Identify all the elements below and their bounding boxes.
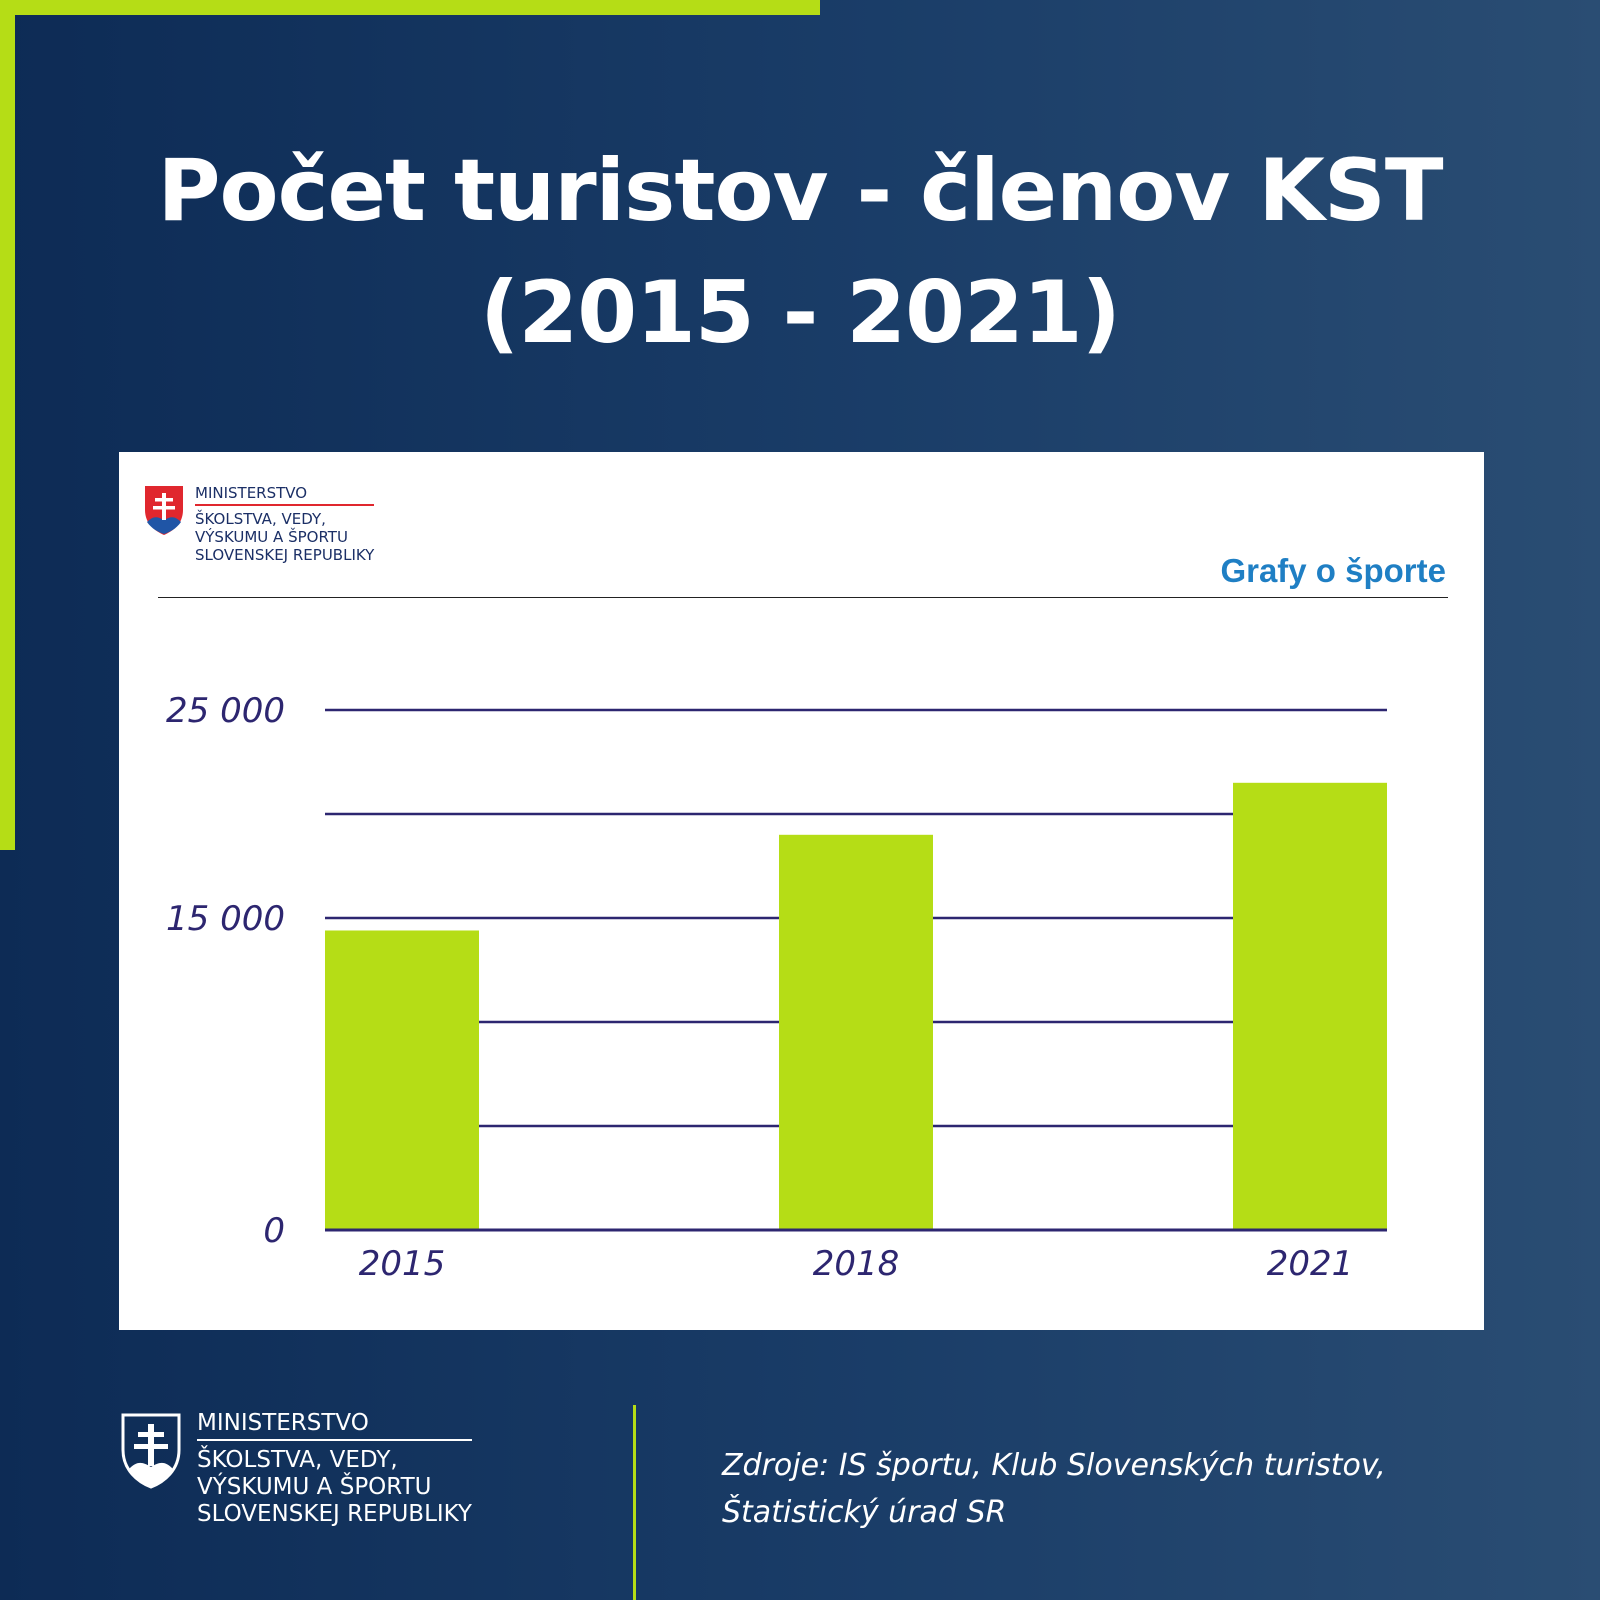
axes: 0 15 000 25 000 2015 2018 2021 <box>166 691 1387 1284</box>
source-line-1: Zdroje: IS športu, Klub Slovenských turi… <box>722 1448 1386 1483</box>
ministry-name-line-4: SLOVENSKEJ REPUBLIKY <box>195 546 375 564</box>
footer-ministry-logo: MINISTERSTVO ŠKOLSTVA, VEDY, VÝSKUMU A Š… <box>120 1410 520 1540</box>
bar-2018 <box>779 834 933 1230</box>
x-tick-label-2018: 2018 <box>813 1244 900 1284</box>
brand-label: Grafy o športe <box>1220 552 1446 589</box>
ministry-name-line-1: MINISTERSTVO <box>195 484 375 506</box>
ministry-name-line-3: VÝSKUMU A ŠPORTU <box>195 528 348 546</box>
accent-bar-left <box>0 0 15 850</box>
source-line-2: Štatistický úrad SR <box>722 1495 1007 1530</box>
header-divider <box>158 597 1448 598</box>
bar-2015 <box>325 930 479 1230</box>
ministry-name-line-2: ŠKOLSTVA, VEDY, <box>195 510 326 528</box>
bar-chart: 0 15 000 25 000 2015 2018 2021 <box>166 691 1387 1284</box>
footer-ministry-line-3: VÝSKUMU A ŠPORTU <box>197 1474 432 1500</box>
bar-2021 <box>1233 782 1387 1230</box>
slovak-coat-of-arms-icon <box>145 486 183 535</box>
y-tick-label-15000: 15 000 <box>166 899 285 939</box>
footer-ministry-line-1: MINISTERSTVO <box>197 1410 472 1441</box>
title-line-1: Počet turistov - členov KST <box>157 141 1443 241</box>
page-title: Počet turistov - členov KST (2015 - 2021… <box>0 130 1600 374</box>
y-tick-label-0: 0 <box>263 1211 285 1251</box>
title-line-2: (2015 - 2021) <box>480 263 1121 363</box>
source-note: Zdroje: IS športu, Klub Slovenských turi… <box>722 1442 1562 1536</box>
y-tick-label-25000: 25 000 <box>166 691 285 731</box>
x-tick-label-2015: 2015 <box>359 1244 446 1284</box>
bars <box>325 782 1387 1230</box>
ministry-logo: MINISTERSTVO ŠKOLSTVA, VEDY, VÝSKUMU A Š… <box>143 484 413 574</box>
accent-bar-top <box>0 0 820 15</box>
footer-ministry-line-4: SLOVENSKEJ REPUBLIKY <box>197 1501 472 1527</box>
x-tick-label-2021: 2021 <box>1267 1244 1354 1284</box>
coat-of-arms-outline-icon <box>121 1413 181 1489</box>
footer-ministry-line-2: ŠKOLSTVA, VEDY, <box>197 1447 398 1473</box>
footer-divider <box>633 1405 636 1600</box>
chart-card: MINISTERSTVO ŠKOLSTVA, VEDY, VÝSKUMU A Š… <box>119 452 1484 1330</box>
